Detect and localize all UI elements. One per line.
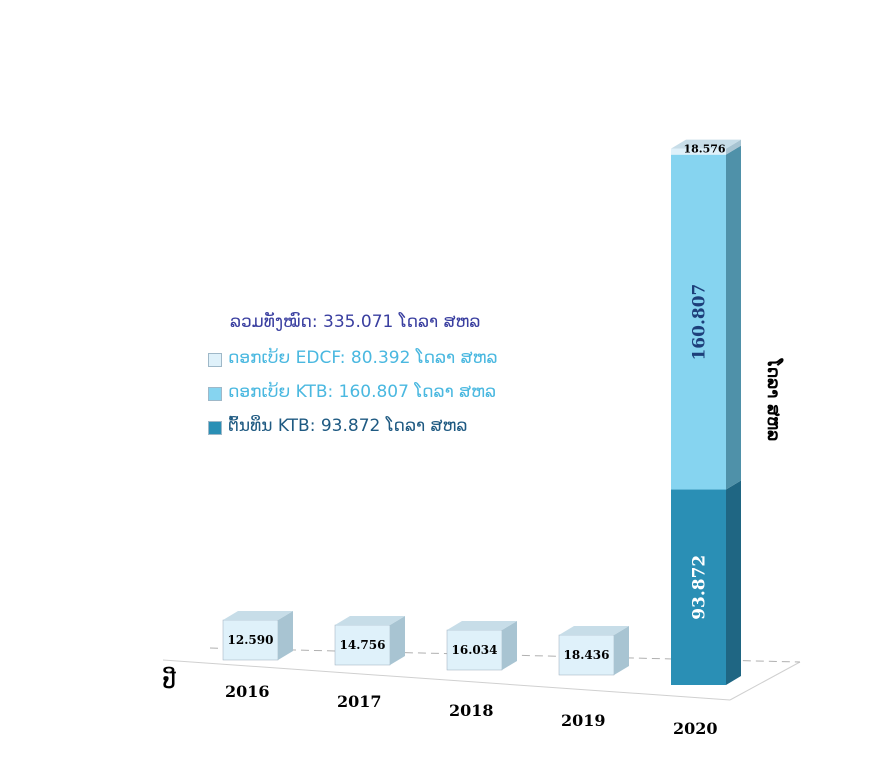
bar-group-2017: 14.756 [334,616,405,666]
bar-2016-series-2 [222,619,279,661]
chart-bars: 12.590 14.756 16.034 18.436 93.872 160.807 18.… [222,139,741,685]
legend-label-ktb-principal: ຕົ້ນທຶນ KTB: 93.872 ໂດລາ ສຫລ [228,416,468,436]
x-tick-2016: 2016 [225,682,270,701]
x-tick-2020: 2020 [673,719,718,738]
bar-top-2019-series-2 [559,626,629,635]
bar-top-2016-series-2 [223,611,293,620]
legend-swatch-edcf [208,353,222,367]
x-tick-2018: 2018 [449,701,494,720]
data-label-2017-series-2: 14.756 [340,638,386,652]
bar-2020-series-2 [671,148,726,155]
bar-2020-series-0 [671,489,726,685]
bar-side-2020-series-2 [726,139,741,155]
data-label-2018-series-2: 16.034 [452,643,498,657]
legend-swatch-ktb-principal [208,421,222,435]
data-label-2020-series-2: 18.576 [683,143,725,156]
bar-2020-series-1 [671,154,726,490]
bar-side-2020-series-1 [726,145,741,490]
data-label-2020-series-1: 160.807 [690,284,710,361]
x-axis-label: ປີ [163,667,177,693]
bar-side-2019-series-2 [614,626,629,675]
bar-side-2020-series-0 [726,480,741,685]
x-tick-2017: 2017 [337,692,382,711]
bar-side-2017-series-2 [390,616,405,665]
bar-group-2019: 18.436 [558,626,629,676]
legend-label-ktb-interest: ດອກເບ້ຍ KTB: 160.807 ໂດລາ ສຫລ [228,382,497,402]
bar-2017-series-2 [334,624,391,666]
x-tick-2019: 2019 [561,711,606,730]
legend: ລວມທັງໝົດ: 335.071 ໂດລາ ສຫລ ດອກເບ້ຍ EDCF… [208,312,498,450]
bar-2019-series-2 [558,634,615,676]
data-label-2016-series-2: 12.590 [228,633,274,647]
legend-item-edcf-interest: ດອກເບ້ຍ EDCF: 80.392 ໂດລາ ສຫລ [208,348,498,368]
bar-group-2018: 16.034 [446,621,517,671]
bar-top-2017-series-2 [335,616,405,625]
bar-top-2020-series-2 [671,139,741,149]
y-axis-label: ໂດລາ ສຫລ [763,358,784,441]
bar-side-2016-series-2 [278,611,293,660]
bar-side-2018-series-2 [502,621,517,670]
bar-top-2018-series-2 [447,621,517,630]
bar-group-2016: 12.590 [222,611,293,661]
legend-total: ລວມທັງໝົດ: 335.071 ໂດລາ ສຫລ [230,312,481,332]
legend-swatch-ktb-interest [208,387,222,401]
legend-item-ktb-interest: ດອກເບ້ຍ KTB: 160.807 ໂດລາ ສຫລ [208,382,498,402]
chart-floor [162,647,801,701]
data-label-2019-series-2: 18.436 [564,648,610,662]
data-label-2020-series-0: 93.872 [690,555,710,620]
legend-item-ktb-principal: ຕົ້ນທຶນ KTB: 93.872 ໂດລາ ສຫລ [208,416,498,436]
bar-group-2020: 93.872 160.807 18.576 [671,139,741,685]
x-tick-labels: 2016 2017 2018 2019 2020 [225,682,718,738]
legend-label-edcf: ດອກເບ້ຍ EDCF: 80.392 ໂດລາ ສຫລ [228,348,498,368]
